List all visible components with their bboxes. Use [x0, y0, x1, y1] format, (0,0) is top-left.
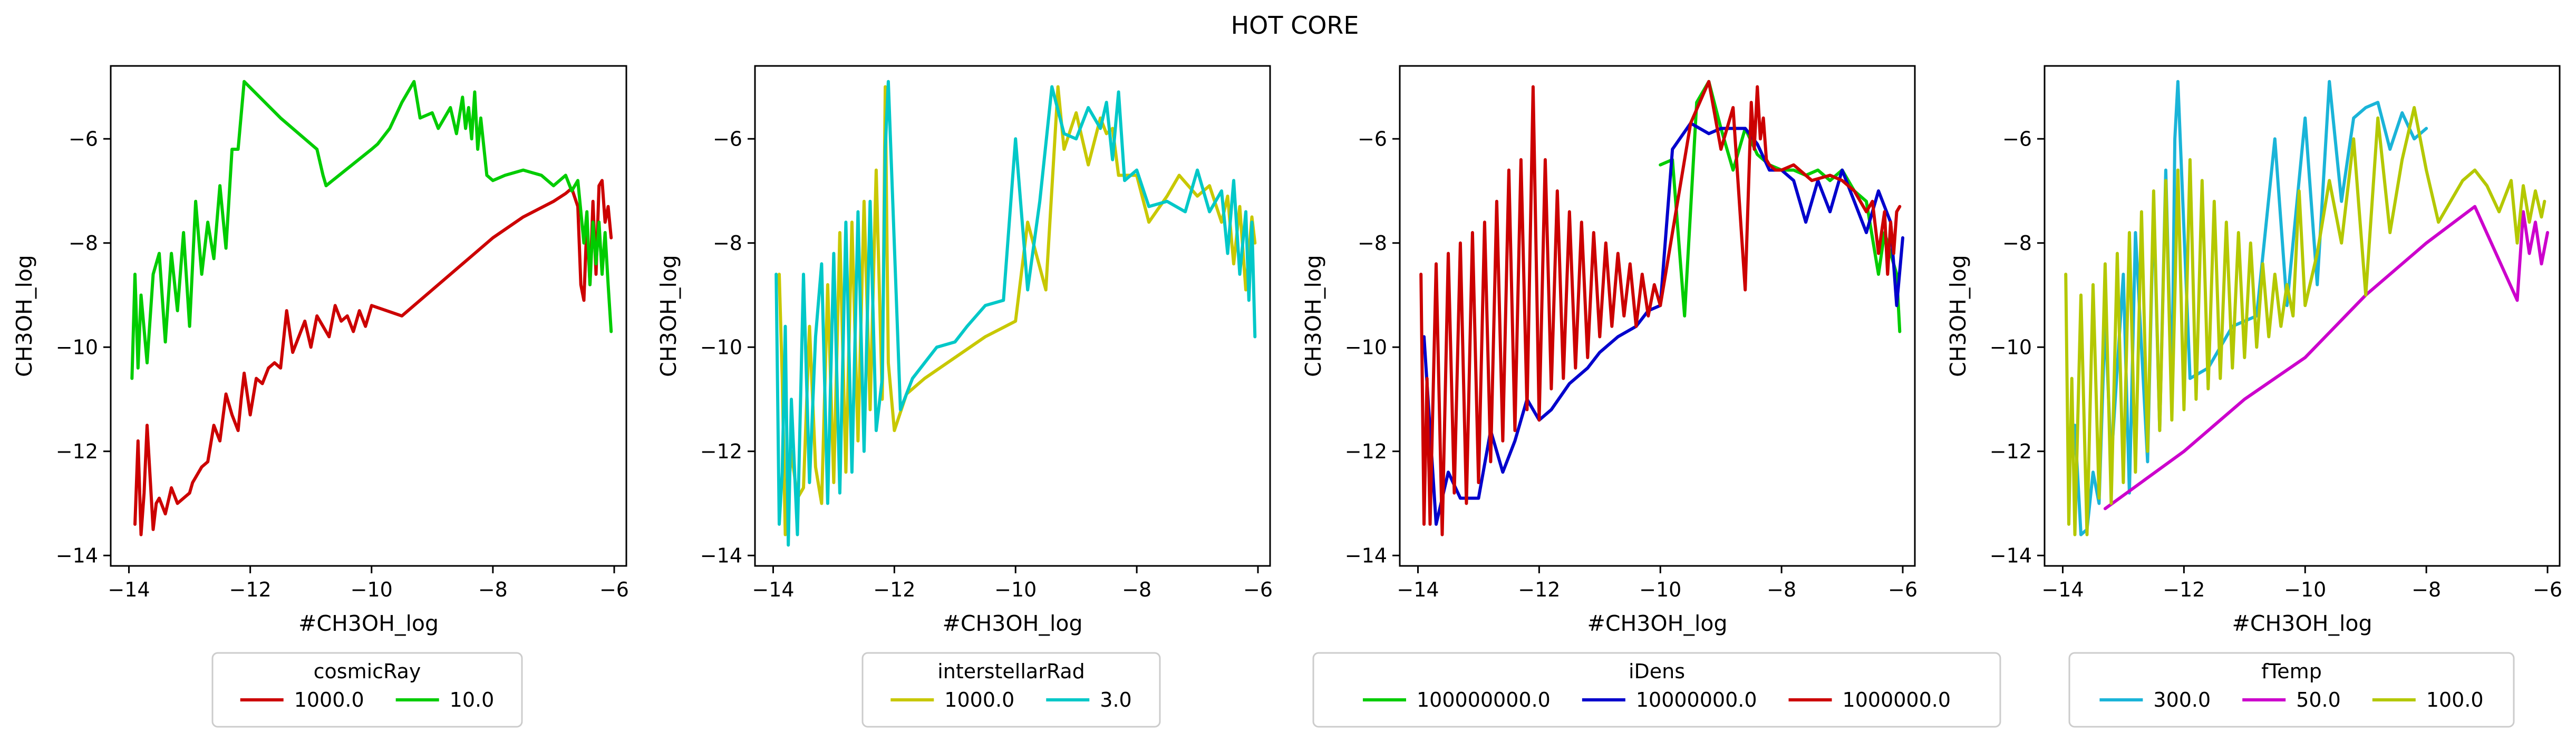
series-line-3	[2064, 106, 2546, 536]
y-tick-label: −12	[700, 440, 742, 463]
y-tick-label: −14	[1990, 544, 2032, 567]
legend: fTemp 300.0 50.0 100.0	[2068, 652, 2515, 728]
x-tick-label: −6	[599, 578, 629, 601]
x-axis-label: #CH3OH_log	[2232, 611, 2372, 636]
y-tick-label: −14	[700, 544, 742, 567]
x-tick-label: −12	[2163, 578, 2205, 601]
y-axis-label: CH3OH_log	[656, 255, 681, 377]
y-tick-label: −6	[2002, 127, 2032, 150]
series-line-2	[1422, 121, 1904, 526]
x-tick-label: −14	[2041, 578, 2084, 601]
legend-entry-label: 10.0	[450, 688, 495, 711]
legend-title: cosmicRay	[314, 660, 421, 683]
x-tick-label: −8	[2412, 578, 2441, 601]
subplot-2: −14 −12 −10 −8 −6 −14 −12 −10 −8 −6 #CH3OH_log CH3O…	[656, 65, 1273, 728]
y-tick-label: −6	[1358, 127, 1387, 150]
y-tick-label: −8	[1358, 232, 1387, 255]
legend-title: fTemp	[2261, 660, 2322, 683]
x-tick-label: −14	[1397, 578, 1439, 601]
x-tick-label: −10	[994, 578, 1037, 601]
legend-title: interstellarRad	[937, 660, 1085, 683]
subplot-1: −14 −12 −10 −8 −6 −14 −12 −10 −8 −6 #CH3OH_log CH3O…	[12, 65, 629, 728]
legend: cosmicRay 1000.0 10.0	[211, 652, 523, 728]
series-line-3	[1419, 80, 1902, 536]
y-tick-label: −8	[2002, 232, 2032, 255]
y-tick-label: −12	[1345, 440, 1387, 463]
legend-box	[2068, 652, 2515, 728]
legend: iDens 100000000.0 10000000.0 1000000.0	[1312, 652, 2001, 728]
legend-box	[1312, 652, 2001, 728]
plot-area	[774, 80, 1257, 547]
x-tick-label: −10	[1639, 578, 1681, 601]
plot-area	[1419, 80, 1904, 536]
y-tick-label: −10	[1345, 335, 1387, 359]
y-tick-label: −6	[69, 127, 98, 150]
x-axis-label: #CH3OH_log	[298, 611, 439, 636]
axes-frame	[110, 65, 627, 567]
x-tick-label: −10	[351, 578, 393, 601]
legend-entry-label: 50.0	[2296, 688, 2341, 711]
legend-box	[211, 652, 523, 728]
legend-entry-label: 10000000.0	[1636, 688, 1757, 711]
legend-title: iDens	[1629, 660, 1685, 683]
x-axis-label: #CH3OH_log	[1587, 611, 1728, 636]
legend-entry-label: 3.0	[1100, 688, 1131, 711]
x-tick-label: −8	[1767, 578, 1796, 601]
x-tick-label: −8	[478, 578, 508, 601]
y-tick-label: −10	[1990, 335, 2032, 359]
y-tick-label: −10	[56, 335, 98, 359]
x-tick-label: −6	[2533, 578, 2562, 601]
x-tick-label: −8	[1122, 578, 1151, 601]
figure-title: HOT CORE	[1231, 11, 1359, 40]
y-axis-label: CH3OH_log	[1945, 255, 1971, 377]
series-line-2	[130, 80, 613, 380]
legend-entry-label: 1000.0	[944, 688, 1014, 711]
y-tick-label: −12	[1990, 440, 2032, 463]
axes-frame	[754, 65, 1271, 567]
x-tick-label: −6	[1243, 578, 1273, 601]
legend-entry-label: 1000000.0	[1843, 688, 1951, 711]
legend: interstellarRad 1000.0 3.0	[861, 652, 1161, 728]
plot-area	[130, 80, 613, 536]
y-tick-label: −14	[56, 544, 98, 567]
x-tick-label: −12	[873, 578, 915, 601]
y-axis-label: CH3OH_log	[1301, 255, 1326, 377]
axes-frame	[2044, 65, 2561, 567]
legend-entry-label: 1000.0	[294, 688, 364, 711]
series-line-1	[133, 179, 613, 536]
series-line-2	[774, 80, 1257, 547]
x-tick-label: −12	[229, 578, 272, 601]
legend-entry-label: 300.0	[2153, 688, 2211, 711]
axes-frame	[1399, 65, 1916, 567]
subplot-4: −14 −12 −10 −8 −6 −14 −12 −10 −8 −6 #CH3OH_log CH3O…	[1945, 65, 2562, 728]
x-tick-label: −12	[1518, 578, 1560, 601]
x-tick-label: −10	[2284, 578, 2326, 601]
series-line-2	[2103, 205, 2549, 511]
x-tick-label: −14	[752, 578, 794, 601]
y-tick-label: −10	[700, 335, 742, 359]
legend-entry-label: 100000000.0	[1417, 688, 1551, 711]
y-axis-label: CH3OH_log	[12, 255, 37, 377]
y-tick-label: −8	[713, 232, 742, 255]
x-axis-label: #CH3OH_log	[943, 611, 1083, 636]
x-tick-label: −14	[108, 578, 150, 601]
x-tick-label: −6	[1888, 578, 1918, 601]
y-tick-label: −8	[69, 232, 98, 255]
plot-area	[2064, 80, 2549, 536]
y-tick-label: −14	[1345, 544, 1387, 567]
legend-entry-label: 100.0	[2426, 688, 2484, 711]
subplot-3: −14 −12 −10 −8 −6 −14 −12 −10 −8 −6 #CH3OH_log CH3O…	[1301, 65, 2001, 728]
y-tick-label: −12	[56, 440, 98, 463]
y-tick-label: −6	[713, 127, 742, 150]
legend-box	[861, 652, 1161, 728]
